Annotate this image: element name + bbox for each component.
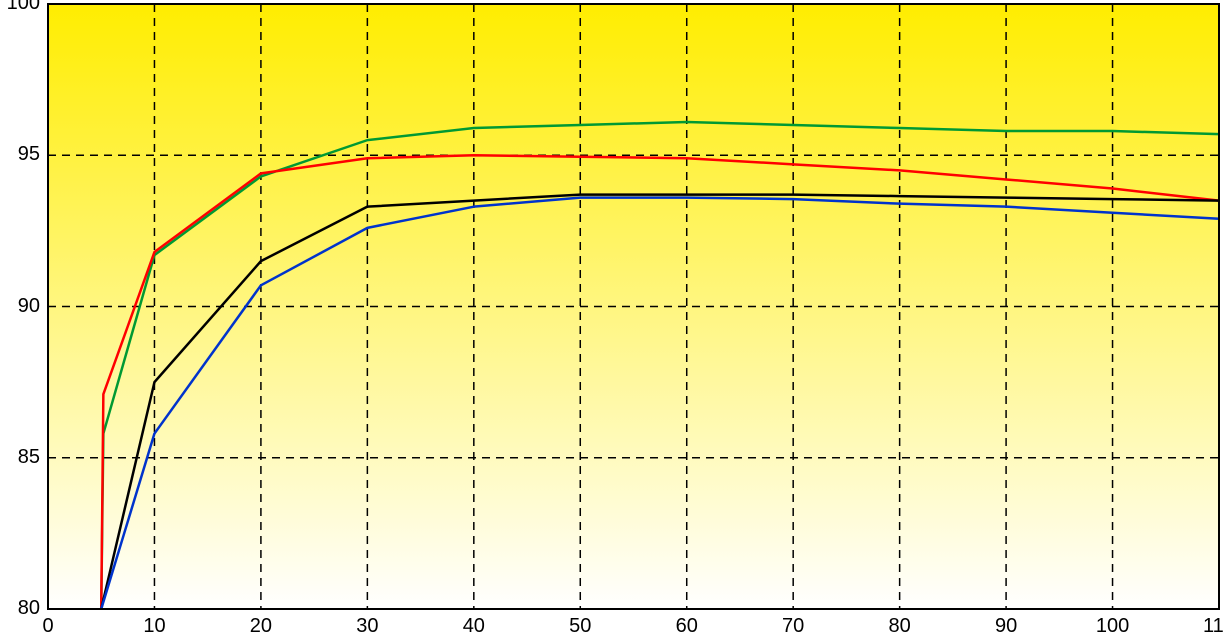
y-tick-label: 100: [0, 0, 40, 15]
x-tick-label: 40: [454, 615, 494, 638]
x-tick-label: 20: [241, 615, 281, 638]
y-tick-label: 80: [0, 597, 40, 620]
x-tick-label: 50: [560, 615, 600, 638]
x-tick-label: 70: [773, 615, 813, 638]
x-tick-label: 100: [1093, 615, 1133, 638]
y-tick-label: 95: [0, 143, 40, 166]
x-tick-label: 60: [667, 615, 707, 638]
x-tick-label: 10: [134, 615, 174, 638]
x-tick-label: 30: [347, 615, 387, 638]
x-tick-label: 90: [986, 615, 1026, 638]
y-tick-label: 85: [0, 446, 40, 469]
y-tick-label: 90: [0, 295, 40, 318]
x-tick-label: 110: [1199, 615, 1224, 638]
chart-svg: [0, 0, 1224, 641]
x-tick-label: 80: [880, 615, 920, 638]
line-chart: 010203040506070809010011080859095100: [0, 0, 1224, 641]
